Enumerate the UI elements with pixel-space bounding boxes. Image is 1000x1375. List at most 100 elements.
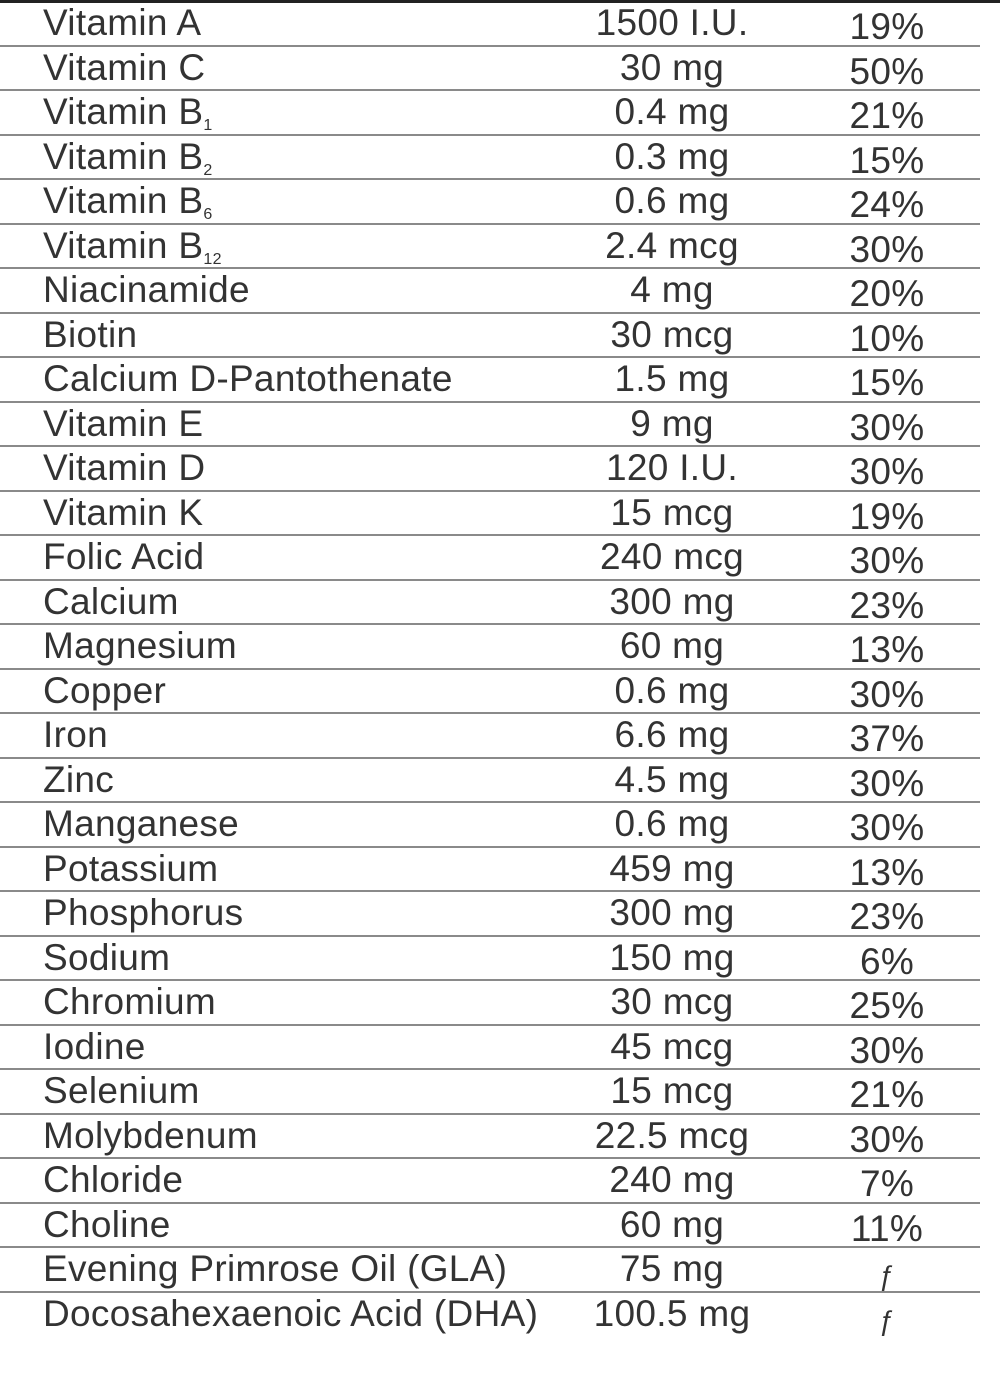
amount-per-serving: 0.6 mg [614, 669, 730, 711]
table-row: Phosphorus 300 mg 23% [0, 892, 980, 937]
percent-daily-value: 10% [849, 317, 925, 359]
table-row: Vitamin D 120 I.U. 30% [0, 447, 980, 492]
amount-per-serving: 150 mg [609, 936, 735, 978]
daily-value-not-established-symbol: ƒ [879, 1260, 895, 1291]
percent-daily-value: 25% [849, 985, 925, 1026]
amount-per-serving: 0.3 mg [614, 135, 730, 177]
table-row: Folic Acid 240 mcg 30% [0, 536, 980, 581]
amount-per-serving: 15 mcg [610, 1070, 734, 1111]
percent-daily-value: 30% [849, 228, 925, 270]
amount-per-serving: 30 mcg [610, 313, 734, 355]
amount-per-serving: 459 mg [609, 847, 735, 889]
percent-daily-value: 23% [849, 896, 925, 937]
table-row: Vitamin B1 0.4 mg 21% [0, 91, 980, 136]
nutrient-name: Vitamin B2 [43, 135, 213, 179]
nutrient-name: Potassium [43, 847, 219, 889]
table-row: Manganese 0.6 mg 30% [0, 803, 980, 848]
nutrient-name: Vitamin B12 [43, 224, 222, 268]
nutrient-name: Folic Acid [43, 536, 205, 577]
nutrient-name: Copper [43, 669, 167, 711]
nutrient-name: Vitamin B6 [43, 180, 213, 223]
nutrient-name: Chloride [43, 1159, 184, 1200]
nutrient-name: Sodium [43, 936, 171, 978]
amount-per-serving: 300 mg [609, 580, 735, 622]
nutrient-name: Vitamin B1 [43, 91, 213, 134]
percent-daily-value: 30% [849, 451, 925, 492]
table-row: Vitamin A 1500 I.U. 19% [0, 2, 980, 47]
amount-per-serving: 4.5 mg [614, 758, 730, 800]
percent-daily-value: 13% [849, 629, 925, 670]
percent-daily-value: 7% [859, 1163, 915, 1204]
table-row: Potassium 459 mg 13% [0, 847, 980, 893]
table-row: Calcium 300 mg 23% [0, 580, 980, 626]
nutrient-name: Vitamin E [43, 402, 204, 444]
table-row: Vitamin B12 2.4 mcg 30% [0, 224, 980, 270]
nutrient-name: Zinc [43, 758, 115, 800]
nutrient-name: Niacinamide [43, 269, 250, 310]
percent-daily-value: 13% [849, 851, 925, 893]
amount-per-serving: 0.4 mg [614, 91, 730, 132]
amount-per-serving: 1.5 mg [614, 358, 730, 399]
percent-daily-value: 15% [849, 362, 925, 403]
percent-daily-value: 37% [849, 718, 925, 759]
amount-per-serving: 30 mg [619, 46, 725, 88]
percent-daily-value: 23% [849, 584, 925, 626]
percent-daily-value: 30% [849, 1029, 925, 1071]
nutrient-name: Calcium D-Pantothenate [43, 358, 453, 399]
percent-daily-value: 15% [849, 139, 925, 181]
percent-daily-value: 20% [849, 273, 925, 314]
amount-per-serving: 2.4 mcg [605, 224, 739, 266]
table-row: Zinc 4.5 mg 30% [0, 758, 980, 804]
percent-daily-value: 50% [849, 50, 925, 92]
amount-per-serving: 4 mg [630, 269, 714, 310]
nutrient-name: Manganese [43, 803, 240, 844]
amount-per-serving: 9 mg [630, 402, 714, 444]
table-row: Copper 0.6 mg 30% [0, 669, 980, 714]
nutrient-name: Selenium [43, 1070, 200, 1111]
table-row: Docosahexaenoic Acid (DHA) 100.5 mg ƒ [0, 1293, 980, 1338]
nutrient-name: Choline [43, 1203, 171, 1245]
table-row: Vitamin K 15 mcg 19% [0, 491, 980, 537]
table-top-rule [0, 0, 1000, 3]
amount-per-serving: 45 mcg [610, 1025, 734, 1067]
amount-per-serving: 300 mg [609, 892, 735, 933]
amount-per-serving: 1500 I.U. [595, 2, 749, 43]
nutrient-name: Magnesium [43, 625, 237, 666]
table-row: Iron 6.6 mg 37% [0, 714, 980, 759]
amount-per-serving: 22.5 mcg [594, 1114, 750, 1156]
amount-per-serving: 0.6 mg [614, 180, 730, 221]
amount-per-serving: 30 mcg [610, 981, 734, 1022]
table-row: Vitamin E 9 mg 30% [0, 402, 980, 447]
percent-daily-value: 30% [849, 807, 925, 848]
percent-daily-value: 19% [849, 6, 925, 47]
percent-daily-value: 21% [849, 1074, 925, 1115]
daily-value-not-established-symbol: ƒ [879, 1304, 895, 1336]
percent-daily-value: 11% [850, 1207, 924, 1249]
amount-per-serving: 6.6 mg [614, 714, 730, 755]
supplement-facts-table: Vitamin A 1500 I.U. 19% Vitamin C 30 mg … [0, 2, 980, 1337]
table-row: Vitamin B2 0.3 mg 15% [0, 135, 980, 181]
table-row: Iodine 45 mcg 30% [0, 1025, 980, 1071]
nutrient-subscript: 12 [203, 250, 222, 268]
percent-daily-value: 21% [849, 95, 925, 136]
nutrient-subscript: 2 [203, 161, 213, 179]
nutrient-name: Docosahexaenoic Acid (DHA) [43, 1292, 539, 1334]
amount-per-serving: 240 mg [609, 1159, 735, 1200]
amount-per-serving: 0.6 mg [614, 803, 730, 844]
table-row: Chloride 240 mg 7% [0, 1159, 980, 1204]
amount-per-serving: 100.5 mg [593, 1292, 751, 1334]
nutrient-subscript: 1 [203, 117, 213, 134]
percent-daily-value: 24% [849, 184, 925, 225]
percent-daily-value: 19% [849, 495, 925, 537]
nutrient-name: Vitamin K [43, 491, 204, 533]
nutrient-name: Evening Primrose Oil (GLA) [43, 1248, 508, 1289]
table-row: Evening Primrose Oil (GLA) 75 mg ƒ [0, 1248, 980, 1293]
percent-daily-value: 30% [849, 762, 925, 804]
nutrient-name: Molybdenum [43, 1114, 258, 1156]
nutrient-name: Vitamin D [43, 447, 206, 488]
amount-per-serving: 60 mg [619, 625, 725, 666]
table-row: Biotin 30 mcg 10% [0, 313, 980, 359]
nutrient-subscript: 6 [203, 206, 213, 223]
table-row: Vitamin C 30 mg 50% [0, 46, 980, 92]
table-row: Chromium 30 mcg 25% [0, 981, 980, 1026]
